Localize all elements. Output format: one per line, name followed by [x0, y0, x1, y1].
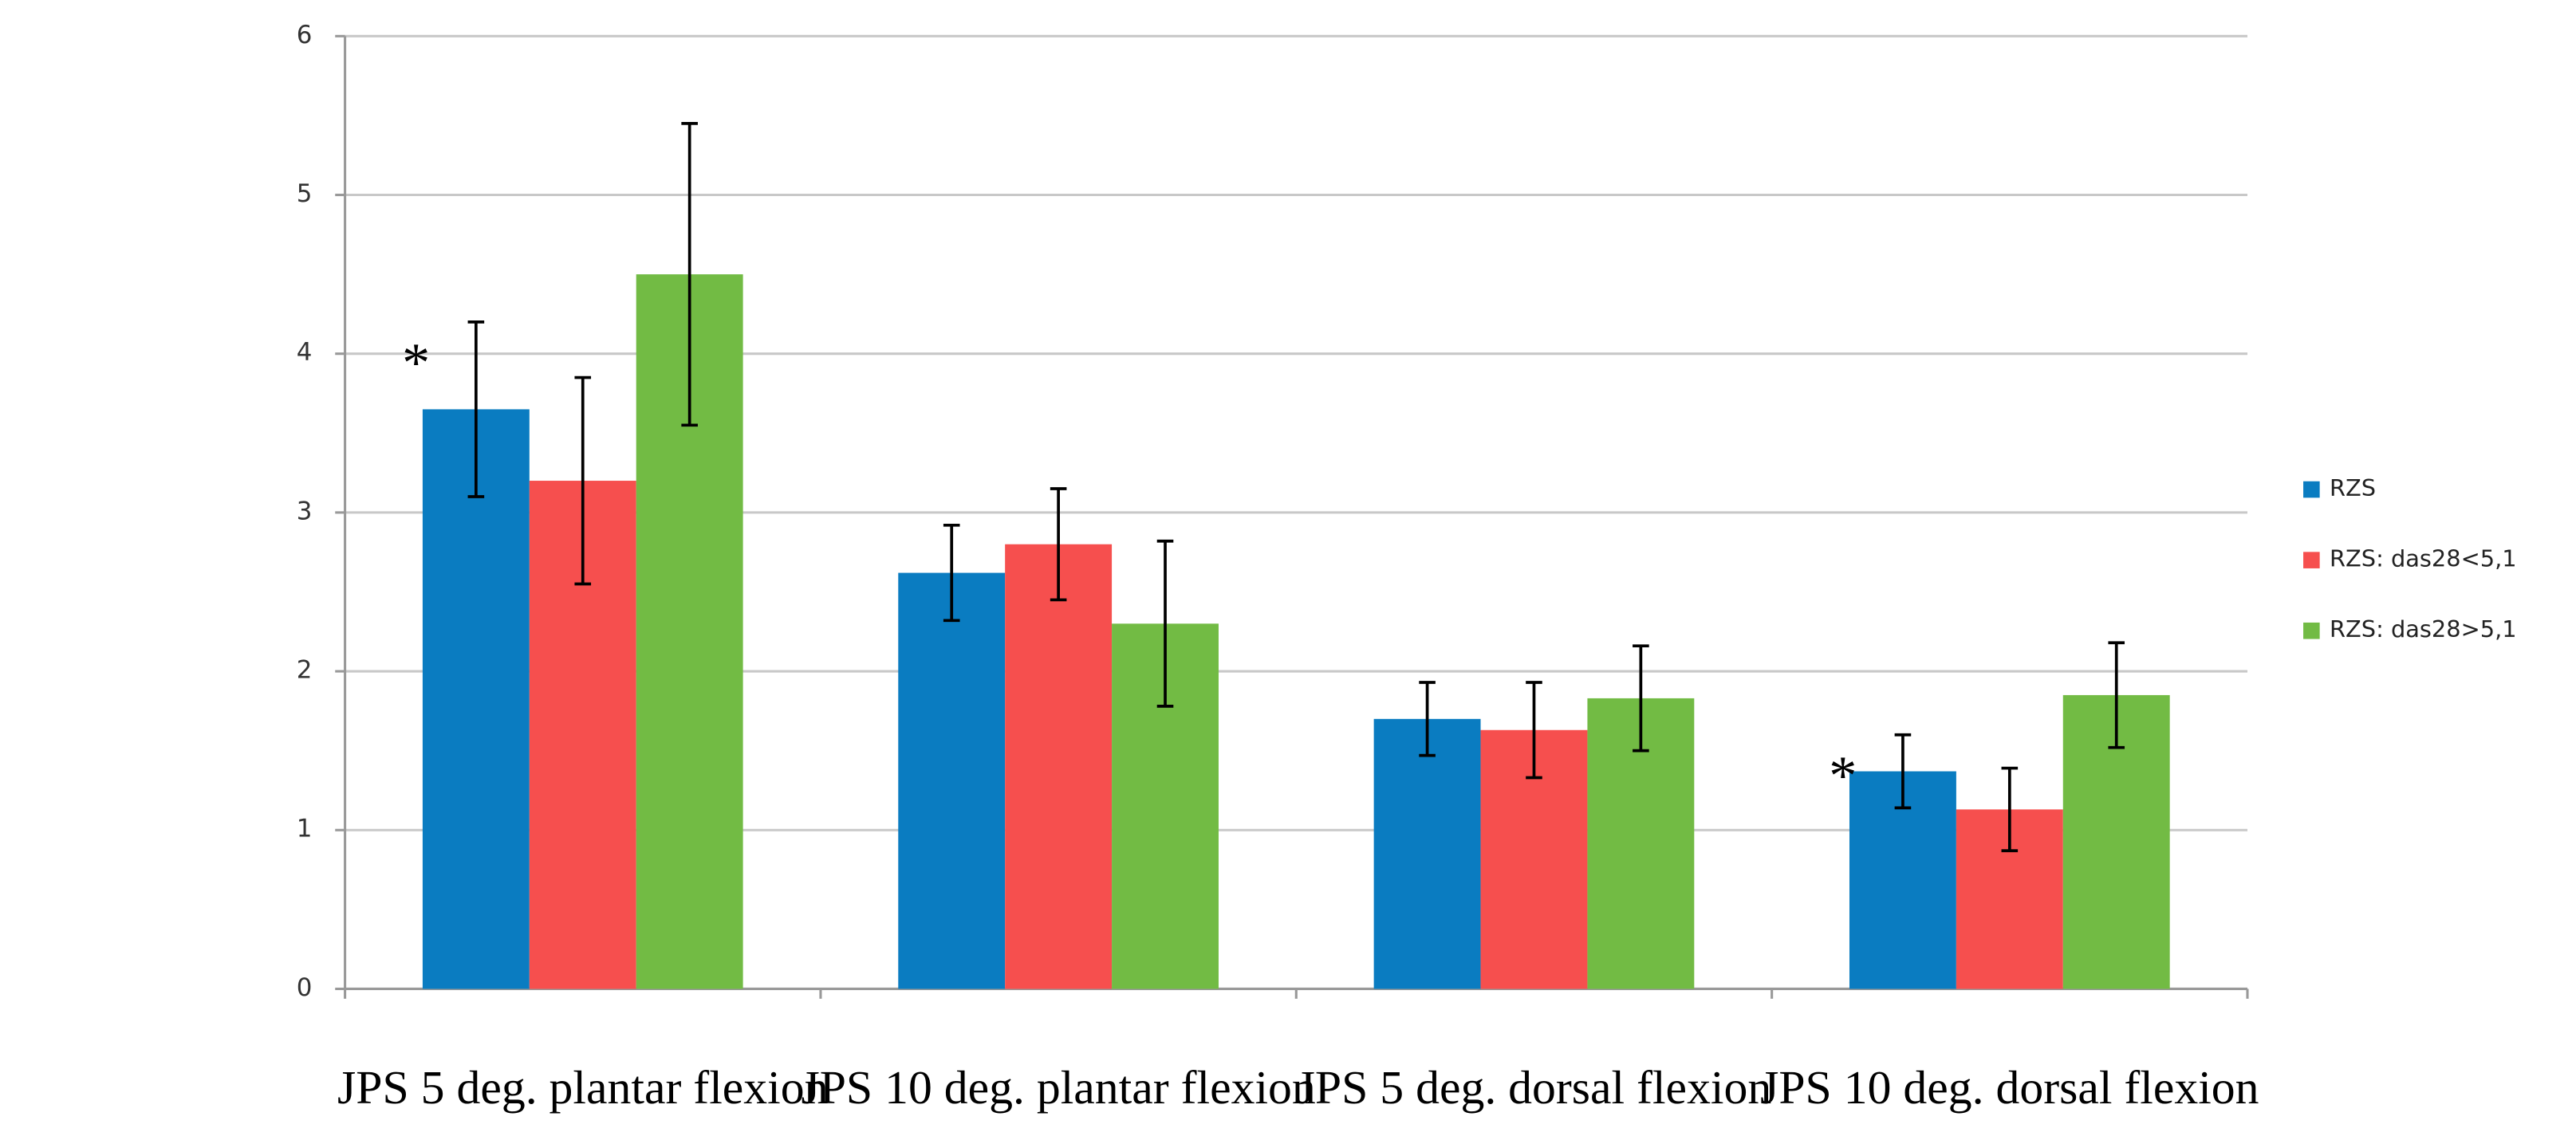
error-bar	[1419, 681, 1436, 757]
error-bar	[943, 523, 960, 623]
error-bar	[2001, 766, 2019, 852]
error-bar	[2108, 641, 2125, 749]
y-tick-label: 3	[297, 497, 313, 525]
x-tick-label: JPS 5 deg. dorsal flexion	[1297, 1061, 1772, 1114]
y-tick-label: 1	[297, 815, 313, 843]
legend-label: RZS: das28>5,1	[2330, 615, 2517, 643]
y-tick-label: 6	[297, 21, 313, 49]
annotation: *	[402, 332, 430, 394]
legend-swatch	[2303, 481, 2320, 498]
error-bar	[574, 375, 592, 586]
bar	[1005, 544, 1113, 989]
bar	[1373, 718, 1481, 989]
y-tick-label: 2	[297, 656, 313, 685]
legend-label: RZS: das28<5,1	[2330, 545, 2517, 572]
x-tick-label: JPS 5 deg. plantar flexion	[337, 1061, 828, 1114]
legend-swatch	[2303, 552, 2320, 568]
annotation: *	[1829, 745, 1857, 807]
error-bar	[1894, 733, 1912, 810]
legend-label: RZS	[2330, 474, 2376, 501]
error-bar	[1526, 681, 1542, 780]
y-tick-label: 0	[297, 973, 313, 1002]
bar	[422, 409, 530, 989]
y-tick-label: 5	[297, 179, 313, 208]
error-bar	[1633, 644, 1649, 753]
error-bar	[1050, 487, 1067, 602]
bar	[898, 572, 1006, 989]
x-tick-label: JPS 10 deg. plantar flexion	[801, 1061, 1315, 1114]
error-bar	[681, 122, 698, 427]
legend-swatch	[2303, 622, 2320, 639]
x-tick-label: JPS 10 deg. dorsal flexion	[1760, 1061, 2259, 1114]
y-tick-label: 4	[297, 338, 313, 367]
error-bar	[467, 320, 485, 498]
error-bar	[1156, 539, 1174, 708]
